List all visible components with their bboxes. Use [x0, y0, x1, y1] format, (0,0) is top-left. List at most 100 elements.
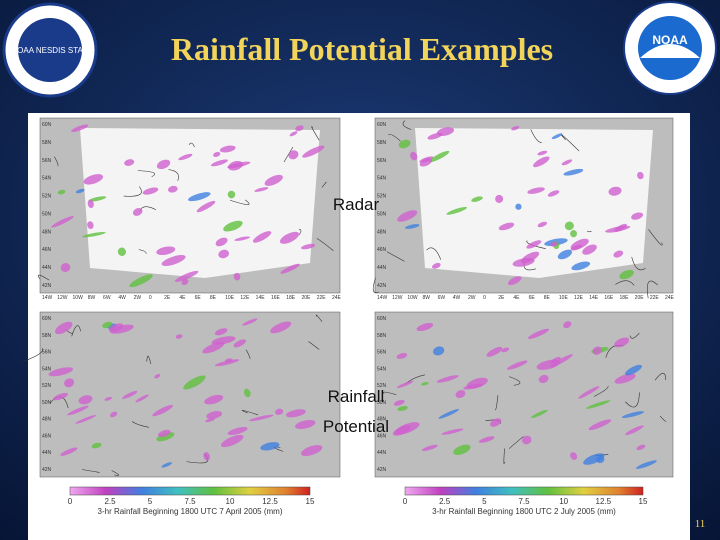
rain-cell	[227, 426, 248, 436]
rain-cell	[183, 375, 206, 390]
lat-label: 50N	[377, 400, 387, 406]
rain-cell	[537, 221, 548, 228]
lat-label: 42N	[42, 283, 52, 289]
lat-label: 50N	[42, 400, 52, 406]
rain-cell	[486, 346, 503, 357]
lon-label: 20E	[301, 295, 311, 301]
rain-cell	[427, 132, 443, 140]
rain-cell	[228, 160, 243, 171]
rain-cell	[254, 187, 269, 192]
lat-label: 58N	[42, 140, 52, 146]
lat-label: 58N	[377, 333, 387, 339]
lat-label: 52N	[377, 383, 387, 389]
coastline	[111, 470, 119, 476]
rain-cell	[110, 324, 134, 334]
lon-label: 22E	[317, 295, 327, 301]
rain-cell	[67, 405, 89, 416]
lon-label: 0	[149, 295, 152, 301]
coastline	[426, 247, 442, 260]
rain-cell	[301, 243, 316, 250]
colorbar-label: 5	[482, 497, 487, 506]
rain-cell	[233, 272, 241, 281]
lat-label: 52N	[42, 194, 52, 200]
lon-label: 12E	[574, 295, 584, 301]
coastline	[137, 170, 155, 177]
rain-cell	[625, 425, 644, 436]
rain-cell	[570, 238, 589, 250]
coastline	[388, 133, 401, 142]
rain-cell	[220, 434, 244, 448]
lat-label: 56N	[42, 350, 52, 356]
rain-cell	[436, 375, 459, 383]
rain-cell	[522, 435, 532, 445]
rain-cell	[621, 411, 645, 418]
rain-cell	[397, 405, 408, 411]
map: 60N 58N 56N 54N 52N 50N 48N 46N 44N 42N 14W 12W 10W 8…	[372, 117, 675, 301]
lon-label: 10E	[225, 295, 235, 301]
rain-cell	[490, 418, 502, 427]
lon-label: 24E	[665, 295, 675, 301]
lat-label: 56N	[377, 350, 387, 356]
rain-cell	[608, 186, 622, 196]
rain-cell	[117, 247, 126, 256]
lat-label: 52N	[42, 383, 52, 389]
rain-cell	[156, 246, 176, 256]
coastline	[241, 410, 259, 416]
lon-label: 12W	[57, 295, 68, 301]
rain-cell	[206, 411, 223, 420]
rain-cell	[421, 382, 429, 386]
lon-label: 16E	[271, 295, 281, 301]
rain-cell	[453, 444, 471, 456]
lat-label: 42N	[377, 283, 387, 289]
colorbar-label: 2.5	[439, 497, 451, 506]
colorbar-label: 5	[148, 497, 153, 506]
rain-cell	[48, 367, 74, 377]
rain-cell	[270, 321, 292, 334]
rain-cell	[392, 425, 411, 436]
rain-cell	[586, 400, 611, 409]
rain-cell	[78, 395, 93, 405]
lat-label: 48N	[42, 417, 52, 423]
coastline	[123, 186, 142, 197]
rain-cell	[71, 124, 89, 133]
lat-label: 48N	[42, 229, 52, 235]
rain-cell	[583, 453, 605, 465]
coastline	[245, 349, 251, 359]
rain-cell	[55, 321, 73, 335]
coastline	[146, 355, 152, 365]
rain-cell	[178, 153, 193, 161]
lon-label: 10W	[73, 295, 84, 301]
rain-cell	[188, 192, 211, 202]
rain-cell	[64, 378, 75, 388]
rain-cell	[205, 418, 215, 423]
rain-cell	[204, 394, 224, 405]
rain-cell	[570, 230, 578, 238]
rain-cell	[227, 190, 236, 199]
coastline	[625, 392, 640, 408]
rain-cell	[588, 419, 612, 431]
rain-cell	[410, 151, 418, 161]
coverage	[80, 128, 320, 278]
lat-label: 42N	[377, 467, 387, 473]
lat-label: 52N	[377, 194, 387, 200]
lon-label: 14E	[256, 295, 266, 301]
lat-label: 50N	[377, 211, 387, 217]
rain-cell	[223, 220, 243, 232]
lat-label: 50N	[42, 211, 52, 217]
rain-cell	[234, 236, 251, 241]
lon-label: 0	[483, 295, 486, 301]
rain-cell	[501, 347, 510, 353]
rain-cell	[264, 174, 283, 186]
coastline	[586, 230, 592, 233]
rain-cell	[537, 150, 548, 156]
rain-cell	[538, 374, 549, 384]
rain-cell	[252, 231, 272, 243]
rain-cell	[563, 168, 584, 176]
coastline	[503, 448, 505, 464]
page-number: 11	[695, 518, 706, 530]
rain-cell	[533, 156, 550, 168]
rain-cell	[83, 174, 104, 185]
rain-cell	[527, 187, 545, 194]
coastline	[168, 169, 179, 182]
